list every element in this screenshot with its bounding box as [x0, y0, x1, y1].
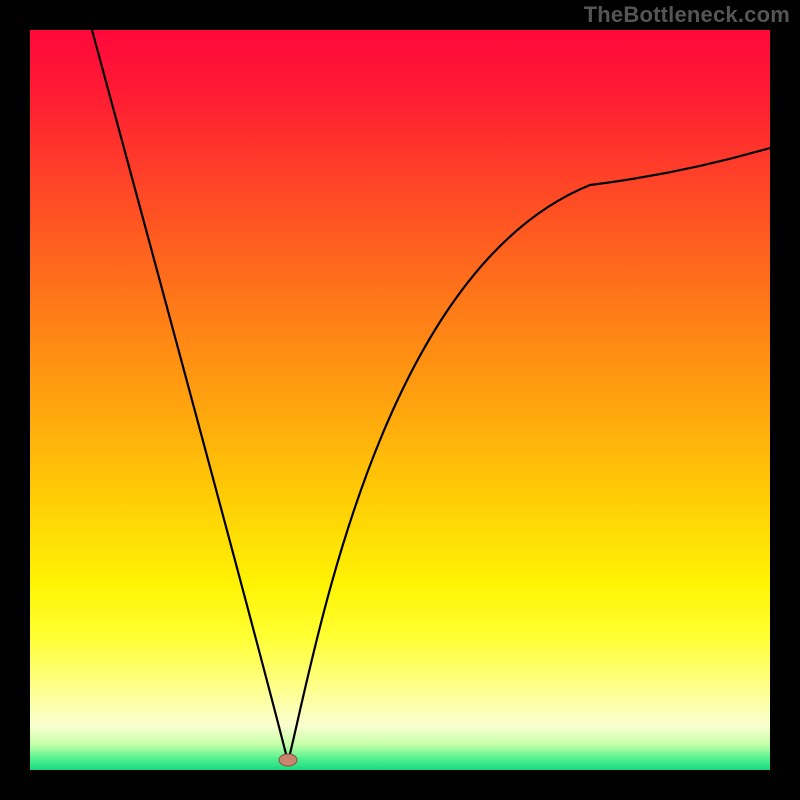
gradient-background	[30, 30, 770, 770]
plot-area	[30, 30, 770, 770]
minimum-marker	[279, 754, 297, 766]
chart-frame: TheBottleneck.com	[0, 0, 800, 800]
watermark-text: TheBottleneck.com	[584, 2, 790, 28]
bottleneck-curve-chart	[30, 30, 770, 770]
